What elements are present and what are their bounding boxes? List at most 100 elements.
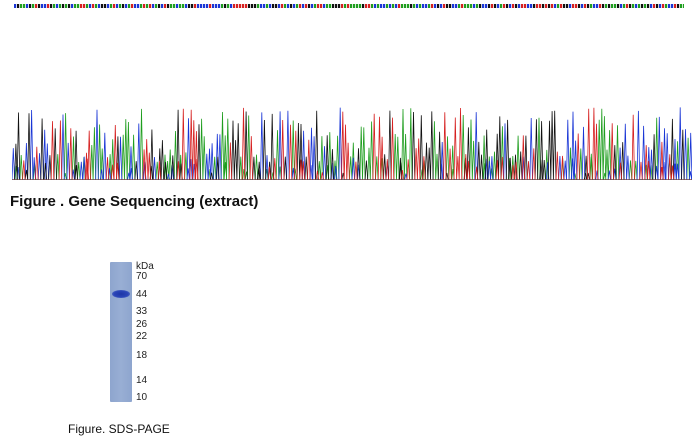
base-call-glyph — [335, 4, 338, 8]
base-call-glyph — [32, 4, 35, 8]
base-call-glyph — [563, 4, 566, 8]
base-call-glyph — [401, 4, 404, 8]
trace-g — [12, 109, 692, 180]
base-call-glyph — [44, 4, 47, 8]
base-call-glyph — [650, 4, 653, 8]
trace-t — [12, 107, 692, 180]
base-call-glyph — [170, 4, 173, 8]
base-call-glyph — [425, 4, 428, 8]
base-call-glyph — [143, 4, 146, 8]
base-call-glyph — [641, 4, 644, 8]
base-call-glyph — [29, 4, 32, 8]
sds-page-caption: Figure. SDS-PAGE — [68, 422, 170, 436]
base-call-glyph — [140, 4, 143, 8]
base-call-glyph — [608, 4, 611, 8]
marker-unit-label: kDa — [136, 261, 154, 272]
base-call-glyph — [410, 4, 413, 8]
base-call-glyph — [326, 4, 329, 8]
base-call-glyph — [509, 4, 512, 8]
base-call-glyph — [239, 4, 242, 8]
base-call-glyph — [386, 4, 389, 8]
base-call-glyph — [584, 4, 587, 8]
base-call-glyph — [272, 4, 275, 8]
base-call-glyph — [395, 4, 398, 8]
base-call-glyph — [539, 4, 542, 8]
base-call-glyph — [176, 4, 179, 8]
base-call-glyph — [125, 4, 128, 8]
base-call-glyph — [548, 4, 551, 8]
base-call-glyph — [512, 4, 515, 8]
base-call-glyph — [593, 4, 596, 8]
base-call-glyph — [164, 4, 167, 8]
base-call-glyph — [683, 4, 684, 8]
base-call-glyph — [359, 4, 362, 8]
base-call-glyph — [368, 4, 371, 8]
base-call-glyph — [647, 4, 650, 8]
base-call-glyph — [314, 4, 317, 8]
base-call-glyph — [353, 4, 356, 8]
base-call-glyph — [131, 4, 134, 8]
base-call-glyph — [428, 4, 431, 8]
sds-page-gel — [110, 262, 132, 402]
base-call-glyph — [281, 4, 284, 8]
base-call-glyph — [287, 4, 290, 8]
base-call-glyph — [173, 4, 176, 8]
base-call-glyph — [260, 4, 263, 8]
base-call-glyph — [62, 4, 65, 8]
base-call-glyph — [524, 4, 527, 8]
base-call-glyph — [197, 4, 200, 8]
base-call-glyph — [455, 4, 458, 8]
base-call-glyph — [296, 4, 299, 8]
base-call-glyph — [515, 4, 518, 8]
base-call-glyph — [473, 4, 476, 8]
base-call-glyph — [185, 4, 188, 8]
base-call-glyph — [188, 4, 191, 8]
base-call-glyph — [416, 4, 419, 8]
base-call-glyph — [341, 4, 344, 8]
base-call-glyph — [230, 4, 233, 8]
base-call-glyph — [320, 4, 323, 8]
base-call-glyph — [41, 4, 44, 8]
base-call-glyph — [14, 4, 17, 8]
base-call-glyph — [530, 4, 533, 8]
base-call-glyph — [17, 4, 20, 8]
base-call-glyph — [23, 4, 26, 8]
base-call-sequence — [14, 4, 684, 8]
base-call-glyph — [569, 4, 572, 8]
base-call-glyph — [278, 4, 281, 8]
base-call-glyph — [452, 4, 455, 8]
base-call-glyph — [266, 4, 269, 8]
base-call-glyph — [497, 4, 500, 8]
base-call-glyph — [161, 4, 164, 8]
base-call-glyph — [179, 4, 182, 8]
base-call-glyph — [149, 4, 152, 8]
base-call-glyph — [74, 4, 77, 8]
base-call-glyph — [38, 4, 41, 8]
base-call-glyph — [155, 4, 158, 8]
base-call-glyph — [332, 4, 335, 8]
base-call-glyph — [674, 4, 677, 8]
base-call-glyph — [284, 4, 287, 8]
base-call-glyph — [146, 4, 149, 8]
base-call-glyph — [500, 4, 503, 8]
base-call-glyph — [290, 4, 293, 8]
base-call-glyph — [257, 4, 260, 8]
base-call-glyph — [212, 4, 215, 8]
base-call-glyph — [200, 4, 203, 8]
base-call-glyph — [476, 4, 479, 8]
base-call-glyph — [635, 4, 638, 8]
base-call-glyph — [98, 4, 101, 8]
base-call-glyph — [128, 4, 131, 8]
base-call-glyph — [89, 4, 92, 8]
base-call-glyph — [20, 4, 23, 8]
base-call-glyph — [215, 4, 218, 8]
base-call-glyph — [110, 4, 113, 8]
base-call-glyph — [557, 4, 560, 8]
base-call-glyph — [491, 4, 494, 8]
protein-band — [112, 290, 130, 298]
base-call-glyph — [152, 4, 155, 8]
base-call-glyph — [470, 4, 473, 8]
base-call-glyph — [545, 4, 548, 8]
sequencing-chromatogram — [12, 107, 692, 180]
base-call-glyph — [101, 4, 104, 8]
